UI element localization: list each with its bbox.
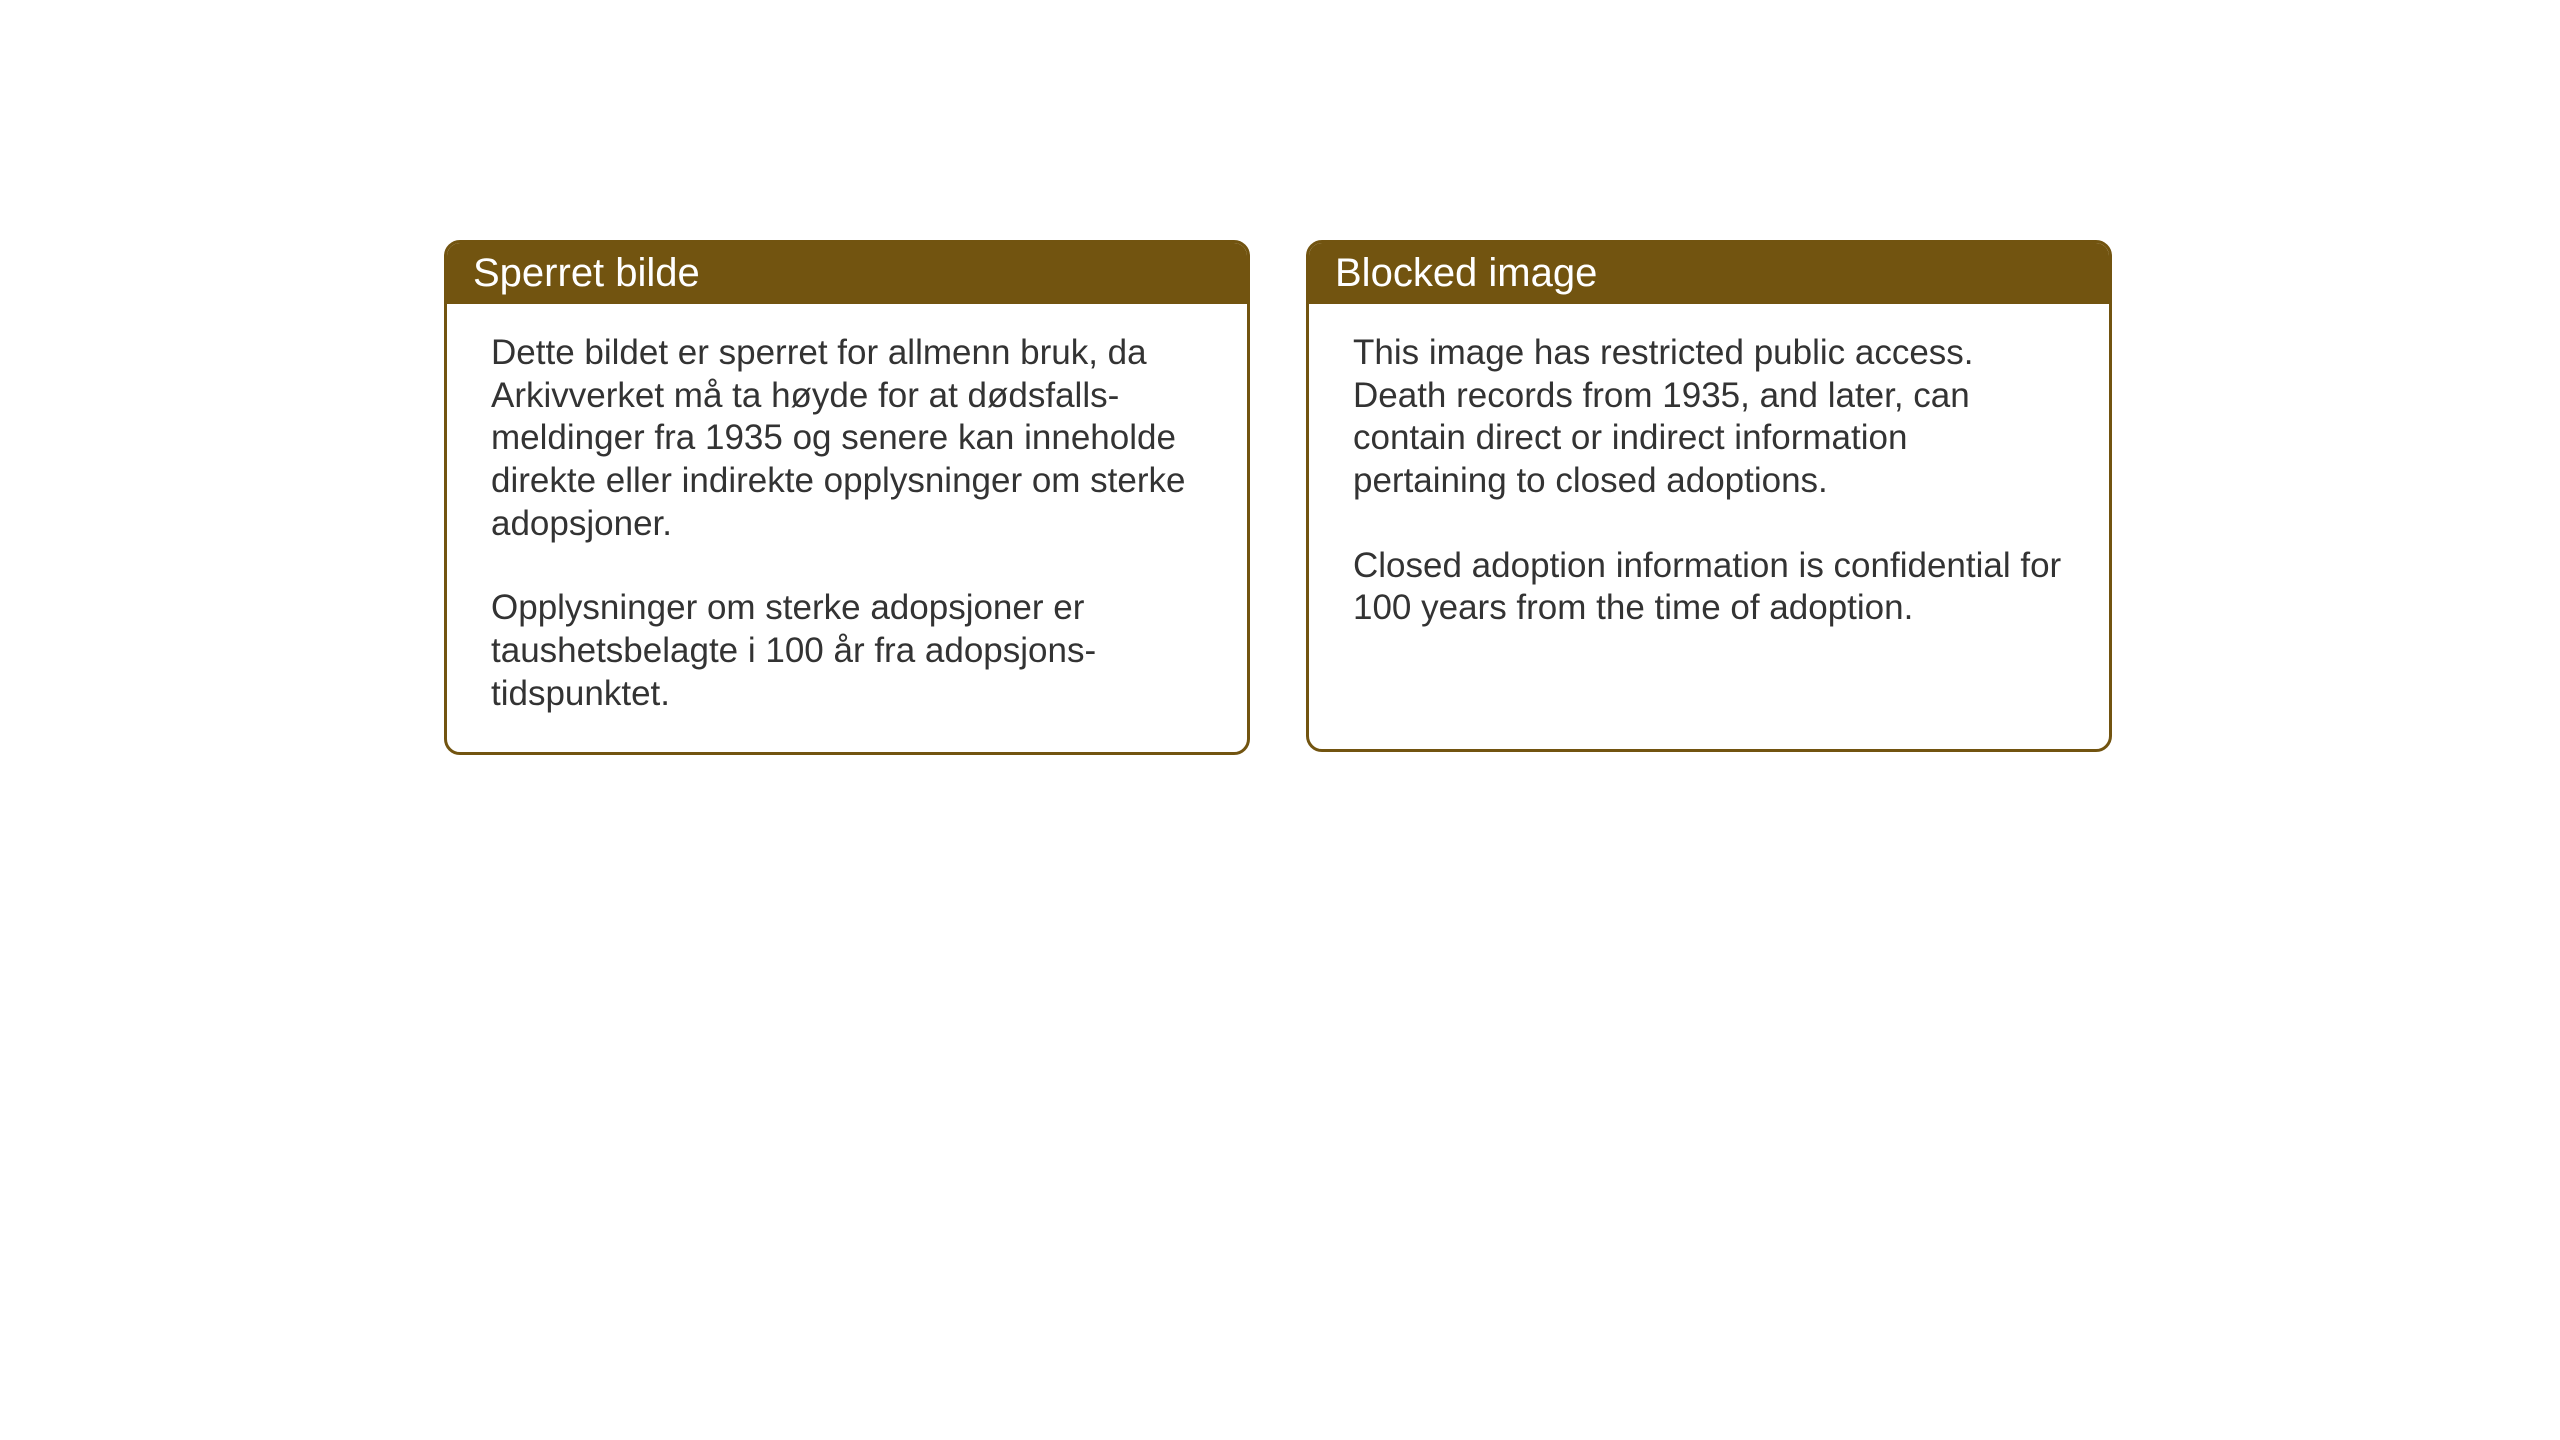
english-card-title: Blocked image	[1309, 243, 2109, 304]
norwegian-notice-card: Sperret bilde Dette bildet er sperret fo…	[444, 240, 1250, 755]
english-paragraph-2: Closed adoption information is confident…	[1353, 545, 2065, 630]
norwegian-card-body: Dette bildet er sperret for allmenn bruk…	[447, 304, 1247, 752]
norwegian-card-title: Sperret bilde	[447, 243, 1247, 304]
english-paragraph-1: This image has restricted public access.…	[1353, 332, 2065, 503]
english-card-body: This image has restricted public access.…	[1309, 304, 2109, 666]
norwegian-paragraph-2: Opplysninger om sterke adopsjoner er tau…	[491, 587, 1203, 715]
message-cards-container: Sperret bilde Dette bildet er sperret fo…	[444, 240, 2112, 755]
norwegian-paragraph-1: Dette bildet er sperret for allmenn bruk…	[491, 332, 1203, 545]
english-notice-card: Blocked image This image has restricted …	[1306, 240, 2112, 752]
